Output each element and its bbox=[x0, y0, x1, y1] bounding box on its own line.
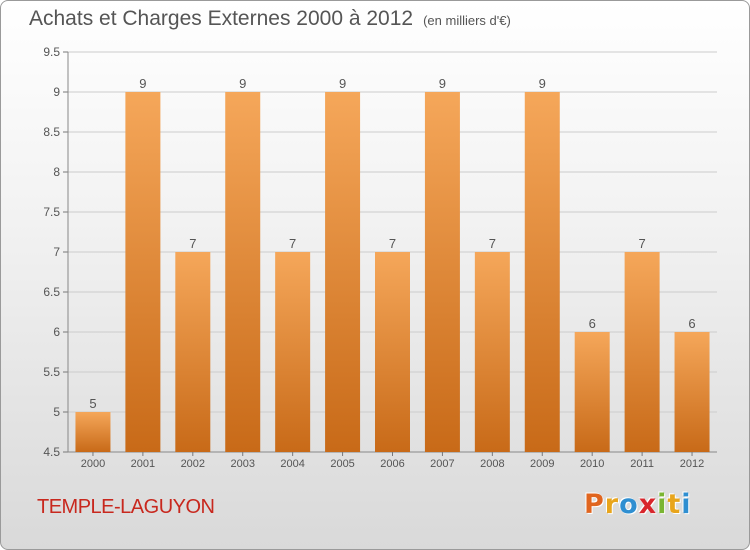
bar bbox=[624, 252, 660, 452]
data-label: 7 bbox=[289, 236, 296, 251]
x-tick-label: 2007 bbox=[430, 458, 454, 470]
y-tick-label: 4.5 bbox=[43, 445, 60, 459]
brand-logo-letter: x bbox=[638, 489, 658, 520]
x-tick-label: 2011 bbox=[630, 458, 654, 470]
data-label: 9 bbox=[139, 76, 146, 91]
x-tick-label: 2003 bbox=[230, 458, 254, 470]
chart-title-text: Achats et Charges Externes 2000 à 2012 bbox=[29, 7, 414, 30]
bar bbox=[375, 252, 410, 452]
y-tick-label: 8.5 bbox=[43, 125, 60, 139]
x-tick-label: 2012 bbox=[680, 458, 704, 470]
data-label: 7 bbox=[489, 236, 496, 251]
bars bbox=[75, 92, 710, 452]
bar bbox=[574, 332, 610, 452]
y-tick-label: 9 bbox=[53, 85, 60, 99]
y-tick-label: 9.5 bbox=[43, 45, 60, 59]
data-label: 9 bbox=[439, 76, 446, 91]
x-tick-label: 2000 bbox=[81, 458, 105, 470]
data-label: 7 bbox=[389, 236, 396, 251]
bar bbox=[175, 252, 211, 452]
y-tick-labels: 4.5 5 5.5 6 6.5 7 7.5 8 8.5 9 9.5 bbox=[43, 45, 60, 459]
bar bbox=[125, 92, 161, 452]
brand-logo-letter: o bbox=[619, 489, 639, 520]
data-label: 9 bbox=[239, 76, 246, 91]
x-tick-label: 2006 bbox=[380, 458, 404, 470]
bar bbox=[275, 252, 311, 452]
x-tick-label: 2010 bbox=[580, 458, 604, 470]
bar bbox=[424, 92, 460, 452]
x-tick-label: 2004 bbox=[280, 458, 304, 470]
data-label: 6 bbox=[688, 316, 695, 331]
bar bbox=[674, 332, 710, 452]
bar bbox=[325, 92, 361, 452]
y-tick-label: 7.5 bbox=[43, 205, 60, 219]
data-label: 5 bbox=[89, 396, 96, 411]
chart-unit: (en milliers d'€) bbox=[423, 13, 511, 28]
place-name: TEMPLE-LAGUYON bbox=[37, 496, 215, 518]
x-tick-label: 2002 bbox=[181, 458, 205, 470]
data-label: 7 bbox=[638, 236, 645, 251]
data-labels: 5 9 7 9 7 9 7 9 7 9 6 7 6 bbox=[89, 76, 695, 411]
bar bbox=[225, 92, 261, 452]
data-label: 7 bbox=[189, 236, 196, 251]
x-tick-label: 2008 bbox=[480, 458, 504, 470]
y-tick-label: 8 bbox=[53, 165, 60, 179]
y-tick-label: 5 bbox=[53, 405, 60, 419]
data-label: 9 bbox=[339, 76, 346, 91]
brand-logo-letter: i bbox=[657, 489, 668, 520]
bar bbox=[474, 252, 510, 452]
brand-logo-letter: t bbox=[667, 489, 682, 520]
y-tick-label: 7 bbox=[53, 245, 60, 259]
brand-logo-letter: i bbox=[681, 489, 692, 520]
y-tick-label: 6.5 bbox=[43, 285, 60, 299]
brand-logo-letter: P bbox=[584, 489, 605, 520]
x-tick-labels: 2000 2001 2002 2003 2004 2005 2006 2007 2008 2009… bbox=[81, 458, 705, 470]
chart-title: Achats et Charges Externes 2000 à 2012 (e… bbox=[29, 7, 511, 31]
y-tick-label: 5.5 bbox=[43, 365, 60, 379]
brand-logo-letter: r bbox=[604, 489, 620, 520]
x-tick-label: 2009 bbox=[530, 458, 554, 470]
x-tick-label: 2005 bbox=[330, 458, 354, 470]
data-label: 9 bbox=[539, 76, 546, 91]
bar bbox=[524, 92, 560, 452]
x-tick-label: 2001 bbox=[131, 458, 155, 470]
brand-logo: Proxiti bbox=[584, 489, 692, 520]
bar bbox=[75, 412, 111, 452]
data-label: 6 bbox=[589, 316, 596, 331]
y-tick-label: 6 bbox=[53, 325, 60, 339]
